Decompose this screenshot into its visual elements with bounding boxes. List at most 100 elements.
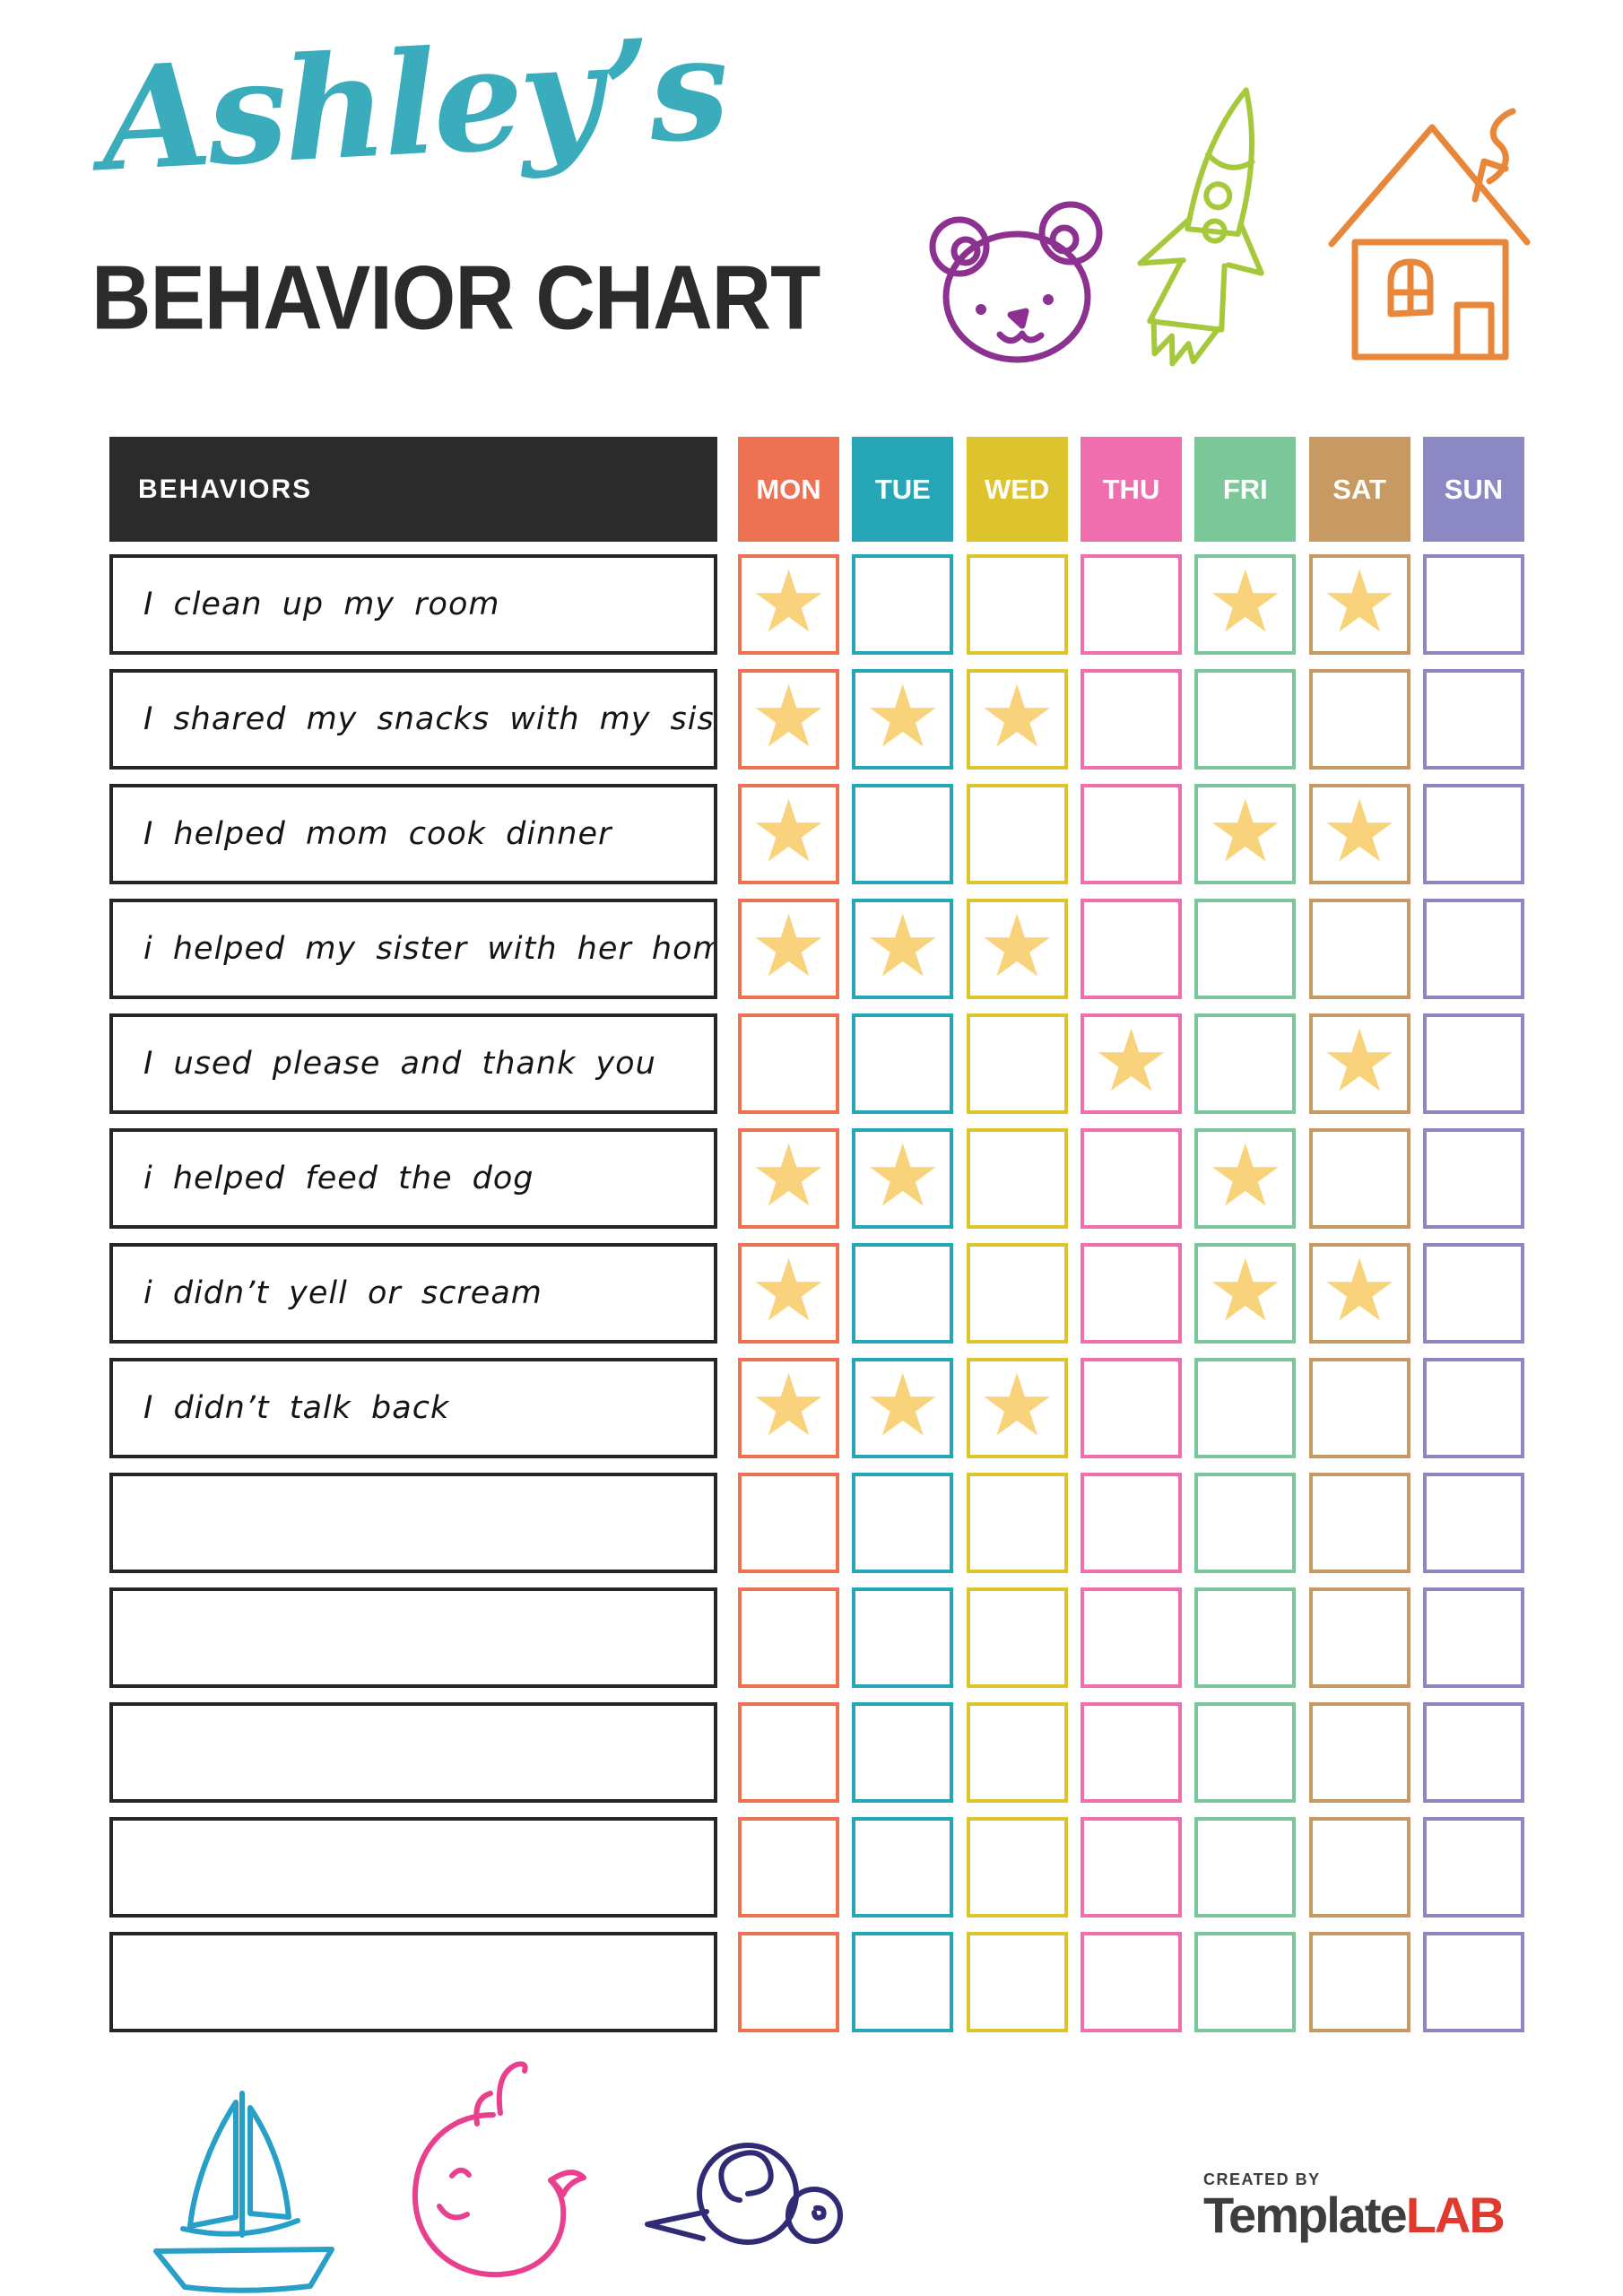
behavior-label-empty[interactable] — [109, 1473, 717, 1573]
star-cell-sun[interactable] — [1422, 1013, 1524, 1114]
star-cell-thu[interactable] — [1080, 554, 1182, 655]
star-cell-sun[interactable] — [1422, 1358, 1524, 1458]
star-cell-sun[interactable] — [1422, 1473, 1524, 1573]
star-cell-mon[interactable]: ★ — [738, 899, 839, 999]
star-cell-tue[interactable] — [852, 784, 954, 884]
star-cell-thu[interactable] — [1080, 669, 1182, 770]
star-cell-tue[interactable] — [852, 1587, 954, 1688]
star-cell-mon[interactable] — [738, 1932, 839, 2032]
star-cell-wed[interactable] — [966, 1128, 1068, 1229]
star-cell-fri[interactable] — [1194, 1013, 1297, 1114]
star-cell-tue[interactable] — [852, 554, 954, 655]
star-cell-sat[interactable]: ★ — [1308, 1013, 1410, 1114]
star-cell-sun[interactable] — [1422, 784, 1524, 884]
star-cell-thu[interactable]: ★ — [1080, 1013, 1182, 1114]
star-cell-tue[interactable] — [852, 1243, 954, 1344]
star-cell-sat[interactable]: ★ — [1308, 554, 1410, 655]
star-cell-mon[interactable] — [738, 1587, 839, 1688]
star-cell-sat[interactable]: ★ — [1308, 1243, 1410, 1344]
star-cell-fri[interactable] — [1194, 1587, 1297, 1688]
behavior-label-empty[interactable] — [109, 1932, 717, 2032]
star-cell-mon[interactable]: ★ — [738, 784, 839, 884]
star-cell-thu[interactable] — [1080, 1702, 1182, 1803]
star-cell-wed[interactable] — [966, 1013, 1068, 1114]
star-cell-mon[interactable]: ★ — [738, 1358, 839, 1458]
star-cell-thu[interactable] — [1080, 1932, 1182, 2032]
star-icon: ★ — [864, 1355, 942, 1456]
star-cell-sat[interactable] — [1308, 1128, 1410, 1229]
star-cell-wed[interactable] — [966, 1702, 1068, 1803]
star-cell-fri[interactable] — [1194, 1473, 1297, 1573]
star-cell-mon[interactable] — [738, 1473, 839, 1573]
star-cell-tue[interactable]: ★ — [852, 1355, 954, 1458]
star-cell-tue[interactable]: ★ — [852, 1128, 954, 1229]
star-cell-fri[interactable] — [1194, 1358, 1297, 1458]
star-cell-wed[interactable] — [966, 1817, 1068, 1918]
star-cell-fri[interactable] — [1194, 1817, 1297, 1918]
day-header-sat: SAT — [1308, 437, 1410, 542]
star-cell-sun[interactable] — [1422, 554, 1524, 655]
star-cell-mon[interactable] — [738, 1702, 839, 1803]
star-cell-sat[interactable]: ★ — [1308, 784, 1410, 884]
star-cell-mon[interactable] — [738, 1817, 839, 1918]
star-cell-thu[interactable] — [1080, 1587, 1182, 1688]
star-cell-sun[interactable] — [1422, 1702, 1524, 1803]
star-cell-wed[interactable] — [966, 1243, 1068, 1344]
star-cell-mon[interactable]: ★ — [738, 1128, 839, 1229]
star-cell-sat[interactable] — [1308, 669, 1410, 770]
star-cell-fri[interactable]: ★ — [1194, 1243, 1297, 1344]
star-cell-wed[interactable]: ★ — [966, 899, 1068, 999]
star-cell-mon[interactable] — [738, 1013, 839, 1114]
star-cell-thu[interactable] — [1080, 1817, 1182, 1918]
star-cell-fri[interactable] — [1194, 899, 1297, 999]
star-cell-thu[interactable] — [1080, 1128, 1182, 1229]
star-cell-tue[interactable]: ★ — [852, 899, 954, 999]
star-cell-thu[interactable] — [1080, 1473, 1182, 1573]
star-cell-tue[interactable] — [852, 1473, 954, 1573]
star-cell-sat[interactable] — [1308, 1702, 1410, 1803]
star-cell-tue[interactable] — [852, 1817, 954, 1918]
star-cell-sun[interactable] — [1422, 1128, 1524, 1229]
star-cell-tue[interactable] — [852, 1932, 954, 2032]
star-cell-sun[interactable] — [1422, 1587, 1524, 1688]
behavior-label-empty[interactable] — [109, 1702, 717, 1803]
day-cells — [738, 1587, 1524, 1688]
star-cell-sat[interactable] — [1308, 1817, 1410, 1918]
star-cell-sat[interactable] — [1308, 1932, 1410, 2032]
star-cell-mon[interactable]: ★ — [738, 669, 839, 770]
behavior-label-empty[interactable] — [109, 1817, 717, 1918]
star-cell-wed[interactable]: ★ — [966, 669, 1068, 770]
star-cell-sat[interactable] — [1308, 1358, 1410, 1458]
star-cell-sun[interactable] — [1422, 1817, 1524, 1918]
star-cell-fri[interactable]: ★ — [1194, 784, 1297, 884]
star-cell-fri[interactable]: ★ — [1194, 1128, 1297, 1229]
star-cell-wed[interactable] — [966, 1473, 1068, 1573]
star-cell-wed[interactable]: ★ — [966, 1358, 1068, 1458]
star-cell-tue[interactable]: ★ — [852, 669, 954, 770]
day-header-tue: TUE — [852, 437, 954, 542]
star-cell-mon[interactable]: ★ — [738, 1243, 839, 1344]
star-cell-sun[interactable] — [1422, 1932, 1524, 2032]
star-cell-thu[interactable] — [1080, 899, 1182, 999]
star-cell-wed[interactable] — [966, 554, 1068, 655]
star-cell-tue[interactable] — [852, 1702, 954, 1803]
behavior-label-empty[interactable] — [109, 1587, 717, 1688]
star-cell-wed[interactable] — [966, 1587, 1068, 1688]
star-cell-fri[interactable]: ★ — [1194, 554, 1297, 655]
star-cell-tue[interactable] — [852, 1013, 954, 1114]
star-cell-thu[interactable] — [1080, 784, 1182, 884]
star-cell-sat[interactable] — [1308, 1587, 1410, 1688]
star-cell-wed[interactable] — [966, 784, 1068, 884]
star-cell-sun[interactable] — [1422, 1243, 1524, 1344]
star-cell-fri[interactable] — [1194, 1932, 1297, 2032]
star-cell-sat[interactable] — [1308, 899, 1410, 999]
star-cell-sun[interactable] — [1422, 899, 1524, 999]
star-cell-thu[interactable] — [1080, 1243, 1182, 1344]
star-cell-thu[interactable] — [1080, 1358, 1182, 1458]
star-cell-fri[interactable] — [1194, 669, 1297, 770]
star-cell-fri[interactable] — [1194, 1702, 1297, 1803]
star-cell-sun[interactable] — [1422, 669, 1524, 770]
star-cell-wed[interactable] — [966, 1932, 1068, 2032]
star-cell-mon[interactable]: ★ — [738, 554, 839, 655]
star-cell-sat[interactable] — [1308, 1473, 1410, 1573]
